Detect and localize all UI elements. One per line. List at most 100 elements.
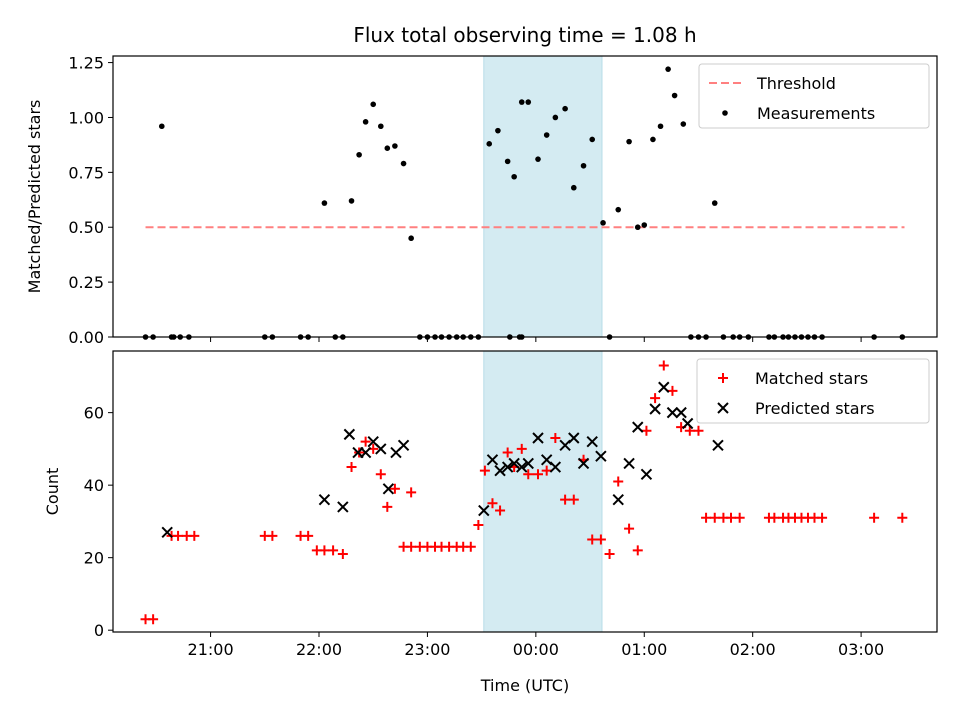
measurement-point	[552, 114, 559, 121]
matched-star-point	[495, 505, 506, 516]
measurement-point	[486, 141, 493, 147]
matched-star-point	[658, 360, 669, 371]
matched-star-point	[189, 530, 200, 541]
x-axis-label: Time (UTC)	[480, 676, 569, 695]
y-tick-label: 0.00	[68, 328, 104, 347]
y-axis-label: Count	[43, 468, 62, 516]
matched-star-point	[337, 549, 348, 560]
matched-star-point	[303, 530, 314, 541]
matched-star-point	[173, 530, 184, 541]
matched-star-point	[319, 545, 330, 556]
measurement-point	[671, 92, 678, 99]
legend-box	[696, 358, 930, 424]
matched-star-point	[587, 534, 598, 545]
legend-box	[698, 63, 930, 129]
axes-frame	[112, 350, 938, 633]
matched-star-point	[624, 523, 635, 534]
y-tick-label: 1.00	[68, 108, 104, 127]
x-tick-label: 22:00	[296, 640, 342, 659]
y-tick-label: 0.25	[68, 273, 104, 292]
top-panel: 0.00 0.25 0.50 0.75 1.00 1.25 Matched/Predicte…	[25, 54, 938, 347]
matched-star-point	[406, 541, 417, 552]
predicted-star-point	[318, 493, 331, 506]
matched-star-point	[632, 545, 643, 556]
legend-measurement-swatch	[722, 110, 728, 116]
y-tick-label: 60	[84, 404, 104, 423]
measurement-point	[535, 156, 541, 162]
series-predicted-stars	[161, 381, 724, 538]
legend-matched-swatch	[718, 373, 728, 383]
predicted-star-point	[586, 435, 598, 448]
legend: Threshold Measurements	[698, 63, 930, 129]
matched-star-point	[389, 483, 400, 494]
measurement-point	[378, 123, 384, 130]
matched-star-point	[382, 501, 393, 512]
measurement-point	[641, 222, 648, 228]
measurement-point	[634, 224, 641, 231]
matched-star-point	[709, 512, 720, 523]
predicted-star-point	[568, 432, 580, 444]
measurement-point	[680, 121, 687, 127]
predicted-star-point	[666, 406, 679, 419]
predicted-star-point	[623, 457, 635, 470]
y-axis-label: Matched/Predicted stars	[25, 100, 44, 294]
measurement-point	[158, 123, 165, 130]
matched-star-point	[346, 462, 357, 473]
predicted-star-point	[675, 406, 687, 419]
matched-star-point	[328, 545, 339, 556]
predicted-star-point	[359, 446, 372, 459]
legend-entry: Measurements	[757, 104, 875, 123]
measurement-point	[570, 184, 577, 191]
x-tick-label: 01:00	[621, 640, 667, 659]
predicted-star-point	[337, 501, 349, 513]
measurement-point	[495, 127, 501, 134]
matched-star-point	[406, 487, 417, 498]
matched-star-point	[701, 512, 712, 523]
matched-star-point	[267, 530, 278, 541]
predicted-star-point	[343, 428, 356, 441]
predicted-star-point	[522, 457, 534, 470]
measurement-point	[615, 206, 622, 213]
y-tick-label: 0.50	[68, 218, 104, 237]
measurement-point	[626, 138, 632, 145]
matched-star-point	[550, 433, 561, 444]
legend-predicted-swatch	[717, 402, 729, 414]
legend-entry: Matched stars	[755, 369, 868, 388]
matched-star-point	[726, 512, 736, 523]
measurement-point	[356, 151, 362, 158]
predicted-star-point	[595, 450, 607, 462]
measurement-point	[504, 158, 511, 165]
predicted-star-point	[532, 432, 544, 444]
observing-window-span	[483, 55, 603, 338]
matched-star-point	[650, 393, 661, 404]
predicted-star-point	[559, 439, 571, 451]
x-tick-label: 21:00	[188, 640, 234, 659]
matched-star-point	[533, 469, 544, 480]
legend: Matched stars Predicted stars	[696, 358, 930, 424]
matched-star-point	[523, 469, 534, 480]
y-tick-label: 1.25	[68, 54, 104, 73]
measurement-point	[580, 162, 587, 169]
chart-title: Flux total observing time = 1.08 h	[353, 23, 696, 47]
predicted-star-point	[549, 461, 562, 473]
matched-star-point	[641, 425, 652, 436]
predicted-star-point	[612, 493, 624, 506]
predicted-star-point	[712, 439, 724, 451]
measurement-point	[589, 136, 596, 143]
predicted-star-point	[632, 421, 644, 433]
measurement-point	[543, 132, 550, 138]
measurement-point	[657, 123, 664, 130]
matched-star-point	[541, 465, 552, 476]
measurement-point	[370, 101, 377, 108]
predicted-star-point	[494, 464, 506, 477]
matched-star-point	[897, 512, 908, 523]
matched-star-point	[869, 512, 880, 523]
measurement-point	[711, 200, 718, 206]
matched-star-point	[613, 476, 624, 487]
measurement-point	[562, 105, 568, 112]
predicted-star-point	[649, 403, 661, 415]
matched-star-point	[502, 447, 513, 458]
measurement-point	[321, 200, 328, 206]
predicted-star-point	[501, 461, 514, 473]
y-tick-label: 0.75	[68, 163, 104, 182]
